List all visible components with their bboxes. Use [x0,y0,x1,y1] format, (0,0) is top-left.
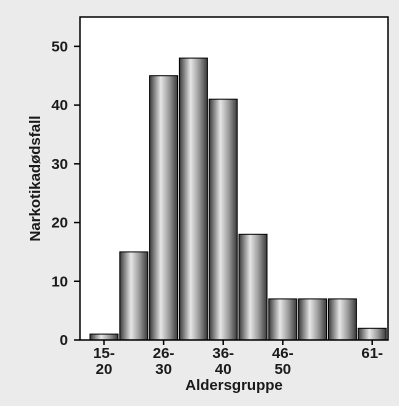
x-tick-label: 26-30 [153,345,175,378]
x-tick-label: 61- [361,345,383,362]
bar-36-40 [208,98,238,341]
x-tick-label: 15-20 [93,345,115,378]
axes-layer [79,16,389,341]
y-axis-title: Narkotikadødsfall [27,116,44,242]
y-tick-label: 0 [60,332,68,349]
bar-51-55 [298,298,328,341]
bar-56-60 [327,298,357,341]
bar-15-20 [89,333,119,341]
y-tick-label: 40 [51,97,68,114]
bar-21-25 [119,251,149,341]
bars-layer [89,57,387,341]
y-tick-label: 30 [51,156,68,173]
bar-41-45 [238,233,268,341]
ticks-layer: 0 10 20 30 40 50 15-20 26-30 36-40 46-50 61- [51,38,383,378]
y-tick-label: 50 [51,38,68,55]
x-tick-label: 46-50 [272,345,294,378]
bar-31-35 [178,57,208,341]
x-tick-label: 36-40 [212,345,234,378]
bar-61- [357,327,387,341]
y-tick-label: 10 [51,273,68,290]
bar-26-30 [149,75,179,341]
plot-frame [79,16,389,341]
bar-46-50 [268,298,298,341]
x-axis-title: Aldersgruppe [185,377,283,394]
y-tick-label: 20 [51,215,68,232]
